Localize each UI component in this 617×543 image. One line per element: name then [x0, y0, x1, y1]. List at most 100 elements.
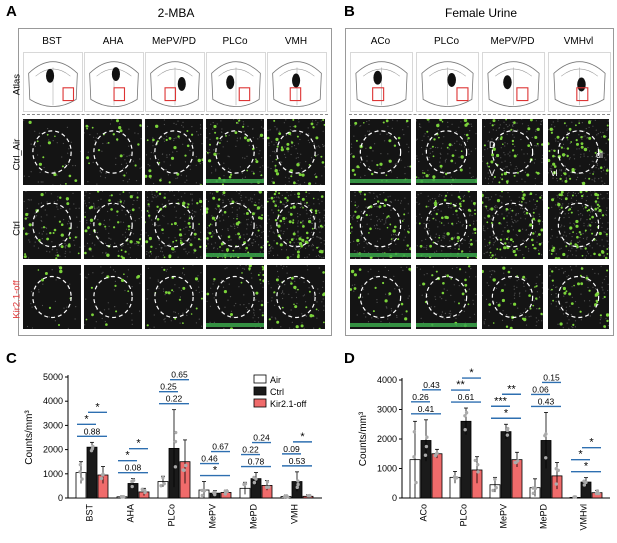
significance-label: 0.43	[538, 396, 555, 406]
y-tick-label: 4000	[377, 375, 397, 385]
panel-a-title: 2-MBA	[157, 6, 195, 20]
legend-swatch	[253, 386, 267, 396]
micrograph-ctrl	[350, 191, 411, 259]
data-point	[162, 481, 166, 486]
significance-label: 0.78	[248, 457, 265, 467]
row-label-atlas: Atlas	[11, 73, 23, 96]
data-point	[423, 453, 428, 457]
data-point	[493, 477, 497, 481]
micrograph-ctrl	[416, 191, 477, 259]
micrograph-kir	[416, 265, 477, 329]
micrograph-kir	[206, 265, 264, 329]
y-axis-label: Counts/mm³	[358, 411, 369, 466]
significance-label: 0.08	[125, 463, 142, 473]
micrograph-kir	[84, 265, 142, 329]
data-point	[295, 485, 299, 490]
data-point	[119, 494, 124, 499]
significance-label: 0.26	[412, 392, 429, 402]
y-tick-label: 2000	[43, 445, 63, 455]
data-point	[473, 458, 477, 463]
row-label-kir: Kir2.1-off	[11, 280, 23, 319]
data-point	[173, 465, 178, 469]
data-point	[505, 428, 510, 433]
significance-label: 0.43	[423, 380, 440, 390]
data-point	[435, 452, 439, 456]
data-point	[306, 494, 310, 498]
data-point	[533, 486, 538, 491]
legend-label: Ctrl	[270, 387, 284, 397]
micrograph-kir	[482, 265, 543, 329]
significance-label: 0.22	[166, 394, 183, 404]
atlas-image	[548, 52, 611, 112]
significance-label: *	[584, 461, 589, 473]
micrograph-kir	[548, 265, 609, 329]
panel-b-dashed-separator	[349, 114, 610, 115]
significance-label: **	[456, 379, 465, 391]
data-point	[412, 455, 416, 459]
y-tick-label: 1000	[377, 464, 397, 474]
data-point	[78, 470, 82, 474]
atlas-image	[206, 52, 266, 112]
significance-label: *	[469, 367, 474, 379]
significance-label: *	[578, 449, 583, 461]
data-point	[424, 444, 429, 449]
atlas-image	[267, 52, 327, 112]
data-point	[476, 470, 480, 474]
data-point	[252, 475, 256, 480]
micrograph-ctrl	[145, 191, 203, 259]
y-tick-label: 0	[58, 493, 63, 503]
significance-label: ***	[494, 395, 508, 407]
micrograph-ctrl	[84, 191, 142, 259]
legend-label: Kir2.1-off	[270, 399, 307, 409]
row-label-ctrl-air: Ctrl_Air	[11, 138, 23, 171]
micrograph-ctrl-air	[416, 119, 477, 185]
significance-label: 0.53	[289, 456, 306, 466]
panel-letter-d: D	[344, 350, 355, 367]
data-point	[101, 473, 105, 477]
data-point	[130, 479, 134, 484]
micrograph-kir	[23, 265, 81, 329]
data-point	[267, 485, 271, 489]
micrograph-ctrl-air	[84, 119, 142, 185]
significance-label: *	[589, 437, 594, 449]
panel-b-col-header: ACo	[370, 36, 391, 47]
y-tick-label: 5000	[43, 372, 63, 382]
bar-kir2.1-off	[431, 453, 443, 499]
micrograph-ctrl-air	[145, 119, 203, 185]
micrograph-kir	[267, 265, 325, 329]
data-point	[425, 435, 429, 439]
y-tick-label: 4000	[43, 396, 63, 406]
significance-label: 0.09	[283, 444, 300, 454]
bar-ctrl	[500, 431, 512, 499]
category-label: AHA	[126, 504, 136, 523]
data-point	[161, 475, 165, 480]
category-label: VMHvl	[579, 504, 589, 531]
significance-label: 0.15	[543, 372, 560, 382]
significance-label: 0.65	[171, 370, 188, 380]
y-axis-label: Counts/mm³	[24, 410, 35, 465]
data-point	[463, 414, 467, 418]
significance-label: 0.88	[84, 426, 101, 436]
data-point	[242, 482, 246, 487]
y-tick-label: 1000	[43, 469, 63, 479]
data-point	[544, 432, 548, 436]
micrograph-ctrl	[482, 191, 543, 259]
data-point	[505, 433, 510, 437]
data-point	[78, 462, 83, 467]
row-label-ctrl: Ctrl	[11, 221, 23, 236]
panel-letter-a: A	[6, 3, 17, 20]
significance-label: 0.61	[458, 392, 475, 402]
panel-a-frame	[18, 28, 332, 336]
data-point	[285, 495, 290, 499]
data-point	[464, 411, 469, 415]
data-point	[182, 468, 186, 472]
data-point	[544, 456, 548, 460]
region-mark-d: D	[489, 140, 496, 150]
data-point	[223, 489, 227, 493]
micrograph-kir	[350, 265, 411, 329]
micrograph-ctrl-air	[482, 119, 543, 185]
category-label: VMH	[290, 504, 300, 524]
significance-label: 0.24	[253, 433, 270, 443]
micrograph-ctrl	[23, 191, 81, 259]
data-point	[283, 494, 287, 499]
